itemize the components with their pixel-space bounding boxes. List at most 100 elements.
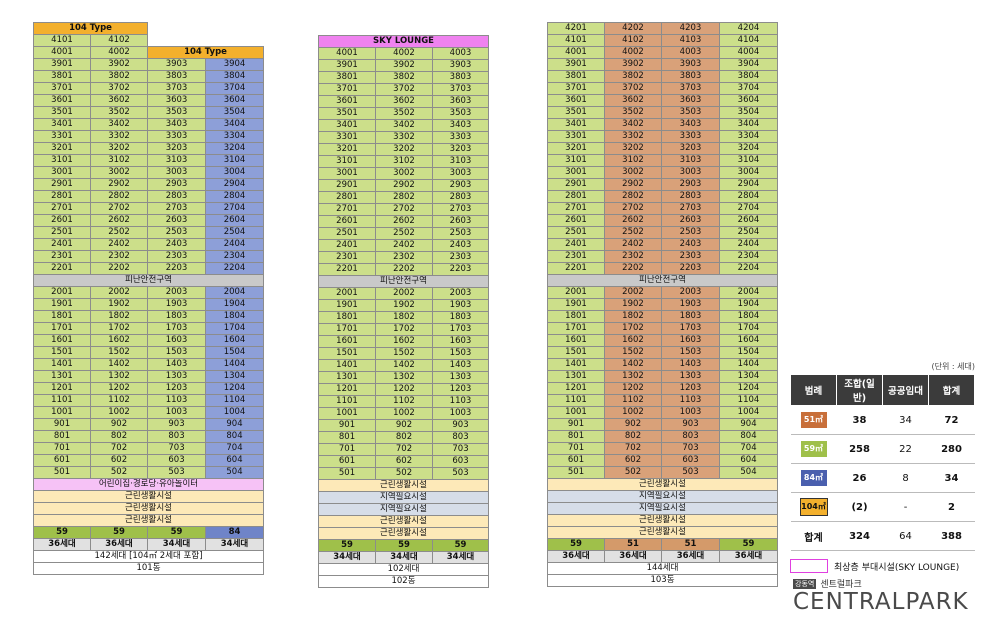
unit-cell: 2803 <box>432 191 489 204</box>
unit-cell: 1503 <box>147 346 207 359</box>
unit-cell: 2301 <box>318 251 376 264</box>
grid-row: 1601 1602 1603 1604 <box>33 334 265 347</box>
grid-row: 2601 2602 2603 2604 <box>547 214 778 227</box>
unit-cell: 1901 <box>547 298 605 311</box>
unit-cell: 3401 <box>33 118 91 131</box>
unit-cell: 2802 <box>375 191 433 204</box>
grid-row: 피난안전구역 <box>32 274 265 287</box>
unit-cell: 2702 <box>604 202 662 215</box>
unit-cell: 2403 <box>147 238 207 251</box>
unit-cell: 1102 <box>375 395 433 408</box>
grid-row: 3201 3202 3203 3204 <box>547 142 778 155</box>
unit-cell: 2303 <box>147 250 207 263</box>
facility-row: 근린생활시설 <box>32 490 265 503</box>
unit-cell: 3703 <box>147 82 207 95</box>
unit-cell: 704 <box>205 442 265 455</box>
unit-cell: 2404 <box>719 238 778 251</box>
grid-row: 501 502 503 <box>318 467 489 480</box>
grid-row: 2701 2702 2703 2704 <box>547 202 778 215</box>
grid-row: 1601 1602 1603 1604 <box>547 334 778 347</box>
unit-cell: 2501 <box>318 227 376 240</box>
unit-cell: 1801 <box>547 310 605 323</box>
unit-cell: 2603 <box>432 215 489 228</box>
unit-cell: 1801 <box>318 311 376 324</box>
unit-cell: 3001 <box>318 167 376 180</box>
unit-cell: 2602 <box>375 215 433 228</box>
unit-cell: 3001 <box>547 166 605 179</box>
grid-row: 2601 2602 2603 <box>318 215 489 228</box>
unit-cell: 1304 <box>719 370 778 383</box>
grid-row: 142세대 [104㎡ 2세대 포함] <box>32 550 265 563</box>
unit-cell: 804 <box>205 430 265 443</box>
unit-cell: 3604 <box>205 94 265 107</box>
grid-row: 3201 3202 3203 3204 <box>33 142 265 155</box>
grid-row: 1301 1302 1303 1304 <box>33 370 265 383</box>
grid-row: 근린생활시설 <box>547 478 778 491</box>
facility-row: 근린생활시설 <box>318 527 489 540</box>
unit-cell: 4001 <box>33 46 91 59</box>
unit-cell: 1003 <box>661 406 720 419</box>
grid-row: 59 59 59 84 <box>33 526 265 539</box>
unit-cell: 2303 <box>432 251 489 264</box>
unit-cell: 3103 <box>432 155 489 168</box>
household-cell: 36세대 <box>719 550 778 563</box>
unit-cell: 1202 <box>89 382 149 395</box>
unit-cell: 1703 <box>147 322 207 335</box>
unit-cell: 3803 <box>432 71 489 84</box>
unit-cell: 604 <box>205 454 265 467</box>
unit-cell: 3903 <box>147 58 207 71</box>
grid-row: 3801 3802 3803 3804 <box>547 70 778 83</box>
unit-cell: 2903 <box>432 179 489 192</box>
unit-cell: 2304 <box>719 250 778 263</box>
unit-cell: 3101 <box>318 155 376 168</box>
size-cell: 59 <box>719 538 778 551</box>
legend-cell: 26 <box>836 463 883 493</box>
grid-row: 1801 1802 1803 <box>318 311 489 324</box>
building-101: 104 Type 4101 4102 4001 4002 104 Type 3901 3902… <box>32 22 265 575</box>
unit-cell: 2003 <box>147 286 207 299</box>
unit-cell: 1103 <box>432 395 489 408</box>
unit-cell: 2703 <box>661 202 720 215</box>
grid-row: 59 59 59 <box>318 539 489 552</box>
unit-cell: 3503 <box>432 107 489 120</box>
unit-cell: 701 <box>318 443 376 456</box>
type-104-label: 104 Type <box>147 46 265 59</box>
unit-cell: 1503 <box>432 347 489 360</box>
unit-cell: 702 <box>89 442 149 455</box>
unit-cell: 3903 <box>661 58 720 71</box>
unit-cell: 2504 <box>205 226 265 239</box>
grid-row: 4001 4002 4003 4004 <box>547 46 778 59</box>
unit-cell: 3103 <box>147 154 207 167</box>
unit-cell: 1604 <box>719 334 778 347</box>
unit-cell: 2303 <box>661 250 720 263</box>
unit-cell: 1401 <box>318 359 376 372</box>
unit-cell: 1502 <box>604 346 662 359</box>
size-cell: 59 <box>89 526 149 539</box>
unit-cell: 1004 <box>719 406 778 419</box>
unit-cell: 1602 <box>604 334 662 347</box>
legend-row: 84㎡ 26 8 34 <box>790 463 975 493</box>
unit-cell: 3502 <box>375 107 433 120</box>
grid-row: 3101 3102 3103 <box>318 155 489 168</box>
unit-cell: 3002 <box>375 167 433 180</box>
unit-cell: 3603 <box>661 94 720 107</box>
unit-cell: 1304 <box>205 370 265 383</box>
grid-row: 1901 1902 1903 1904 <box>547 298 778 311</box>
unit-cell: 904 <box>719 418 778 431</box>
grid-row: 1601 1602 1603 <box>318 335 489 348</box>
grid-row: 36세대 36세대 34세대 34세대 <box>33 538 265 551</box>
unit-cell: 601 <box>547 454 605 467</box>
grid-row: 지역필요시설 <box>318 491 489 504</box>
grid-row: 3501 3502 3503 <box>318 107 489 120</box>
unit-cell: 2201 <box>547 262 605 275</box>
unit-cell: 3303 <box>661 130 720 143</box>
unit-cell: 2502 <box>89 226 149 239</box>
household-cell: 36세대 <box>604 550 662 563</box>
unit-cell: 4203 <box>661 22 720 35</box>
grid-row: 지역필요시설 <box>547 502 778 515</box>
unit-cell: 3404 <box>205 118 265 131</box>
unit-cell: 1202 <box>604 382 662 395</box>
size-cell: 51 <box>604 538 662 551</box>
grid-row: 3101 3102 3103 3104 <box>33 154 265 167</box>
unit-cell: 4003 <box>661 46 720 59</box>
